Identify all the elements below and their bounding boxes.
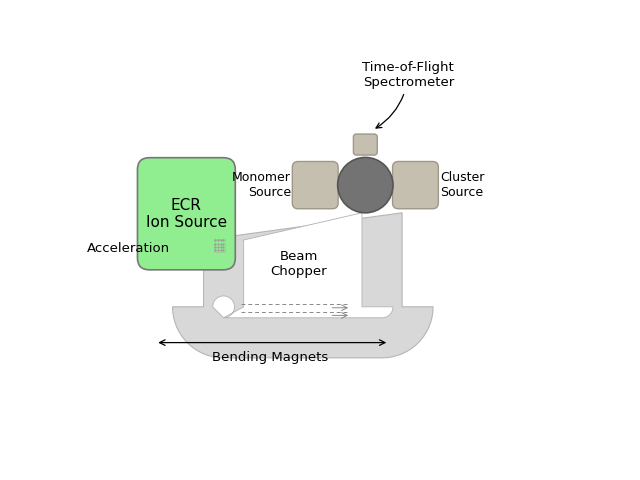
Text: Beam
Chopper: Beam Chopper [270,251,327,278]
Text: Monomer
Source: Monomer Source [232,171,291,199]
Text: ECR
Ion Source: ECR Ion Source [146,198,227,230]
Text: Bending Magnets: Bending Magnets [212,351,328,364]
FancyBboxPatch shape [353,134,377,155]
Polygon shape [212,213,393,318]
FancyBboxPatch shape [138,157,236,270]
Text: Time-of-Flight
Spectrometer: Time-of-Flight Spectrometer [362,61,454,128]
Polygon shape [173,213,433,358]
FancyBboxPatch shape [392,161,438,209]
Text: Cluster
Source: Cluster Source [440,171,484,199]
FancyBboxPatch shape [292,161,338,209]
Text: Acceleration: Acceleration [86,242,170,255]
Circle shape [338,157,393,213]
